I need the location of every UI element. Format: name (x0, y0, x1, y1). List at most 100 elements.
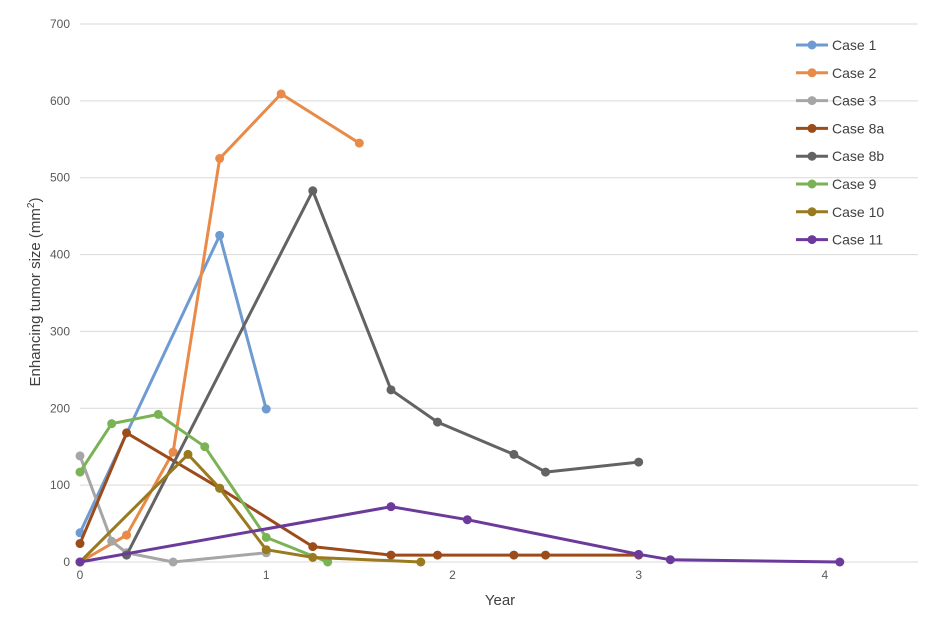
data-point (75, 467, 85, 477)
series-case-2 (75, 89, 364, 567)
series-line (78, 505, 842, 564)
legend-swatch-marker (807, 68, 817, 78)
data-point (276, 89, 286, 99)
data-point (200, 442, 210, 452)
legend-swatch-marker (807, 179, 817, 189)
series-case-9 (75, 409, 333, 567)
x-tick-label: 1 (263, 568, 270, 582)
y-axis-label-close: ) (27, 198, 44, 203)
data-point (122, 530, 132, 540)
x-axis-label: Year (485, 592, 515, 609)
series-case-8b (122, 186, 644, 560)
data-point (634, 549, 644, 559)
series-layer (75, 89, 845, 567)
x-tick-labels: 0 1 2 3 4 (77, 568, 829, 582)
data-point (308, 542, 318, 552)
legend-swatch-marker (807, 123, 817, 133)
data-point (215, 230, 225, 240)
series-line (78, 412, 330, 564)
y-axis-label-superscript: 2 (26, 202, 37, 208)
x-tick-label: 4 (822, 568, 829, 582)
series-case-8a (75, 428, 644, 560)
series-line (78, 452, 423, 564)
series-line (78, 92, 361, 564)
legend-label: Case 8a (832, 120, 884, 136)
y-tick-label: 100 (50, 478, 70, 492)
y-tick-label: 600 (50, 94, 70, 108)
data-point (308, 552, 318, 562)
y-tick-label: 400 (50, 248, 70, 262)
legend-swatch-marker (807, 96, 817, 106)
data-point (261, 532, 271, 542)
legend-item: Case 1 (796, 37, 877, 53)
legend-item: Case 10 (796, 204, 884, 220)
data-point (261, 545, 271, 555)
y-tick-label: 0 (63, 555, 70, 569)
series-case-10 (75, 449, 426, 567)
legend-label: Case 10 (832, 204, 884, 220)
x-tick-label: 0 (77, 568, 84, 582)
y-tick-label: 200 (50, 401, 70, 415)
x-tick-label: 2 (449, 568, 456, 582)
legend-label: Case 1 (832, 37, 877, 53)
data-point (634, 457, 644, 467)
data-point (153, 409, 163, 419)
legend-item: Case 2 (796, 65, 877, 81)
series-case-1 (75, 230, 271, 538)
legend-swatch-marker (807, 151, 817, 161)
data-point (433, 417, 443, 427)
y-tick-labels: 0 100 200 300 400 500 600 700 (50, 17, 70, 569)
data-point (323, 557, 333, 567)
data-point (75, 557, 85, 567)
data-point (75, 539, 85, 549)
data-point (75, 451, 85, 461)
legend-item: Case 3 (796, 93, 877, 109)
y-axis-label-main: Enhancing tumor size (mm (27, 208, 44, 386)
data-point (308, 186, 318, 196)
data-point (433, 550, 443, 560)
data-point (386, 502, 396, 512)
legend-item: Case 9 (796, 176, 877, 192)
legend-swatch-marker (807, 235, 817, 245)
legend-item: Case 8b (796, 148, 884, 164)
legend-swatch-marker (807, 207, 817, 217)
legend-label: Case 8b (832, 148, 884, 164)
data-point (509, 550, 519, 560)
data-point (215, 154, 225, 163)
data-point (541, 467, 551, 477)
series-line (78, 233, 268, 535)
data-point (183, 449, 193, 459)
y-tick-label: 300 (50, 324, 70, 338)
data-point (665, 555, 675, 565)
legend-item: Case 8a (796, 120, 884, 136)
legend-label: Case 9 (832, 176, 877, 192)
data-point (835, 557, 845, 567)
y-tick-label: 700 (50, 17, 70, 31)
data-point (107, 536, 117, 546)
data-point (386, 550, 396, 560)
data-point (462, 515, 472, 525)
data-point (107, 419, 117, 429)
data-point (168, 557, 178, 567)
data-point (509, 449, 519, 459)
legend-swatch-marker (807, 40, 817, 50)
y-tick-label: 500 (50, 171, 70, 185)
data-point (541, 550, 551, 560)
series-line (125, 189, 641, 557)
data-point (168, 447, 178, 457)
legend-label: Case 11 (832, 232, 883, 248)
data-point (354, 138, 364, 148)
data-point (215, 483, 225, 493)
x-tick-label: 3 (635, 568, 642, 582)
legend-label: Case 2 (832, 65, 877, 81)
legend-item: Case 11 (796, 232, 883, 248)
legend: Case 1 Case 2 Case 3 Case 8a Case 8b Case 9 Ca… (796, 37, 884, 248)
data-point (122, 428, 132, 438)
data-point (386, 385, 396, 395)
data-point (261, 404, 271, 414)
legend-label: Case 3 (832, 93, 877, 109)
y-axis-label: Enhancing tumor size (mm2) (26, 198, 44, 387)
series-case-11 (75, 502, 845, 567)
data-point (416, 557, 426, 567)
